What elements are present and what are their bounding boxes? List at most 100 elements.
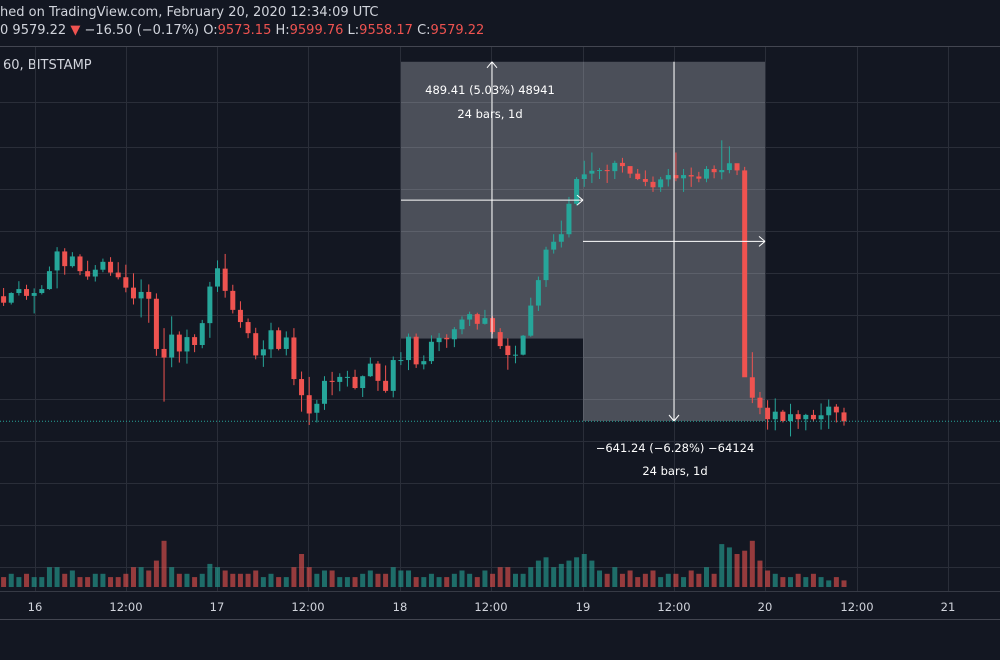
- candle-body: [169, 334, 175, 358]
- volume-bar: [337, 577, 343, 587]
- volume-bar: [772, 573, 778, 587]
- time-axis[interactable]: 16 12:00 17 12:00 18 12:00 19 12:00 20 12:00 21: [28, 600, 956, 614]
- volume-bar: [138, 567, 144, 587]
- volume-bar: [826, 580, 832, 587]
- candle-body: [1, 296, 7, 303]
- candle-body: [413, 336, 419, 365]
- volume-bar: [8, 573, 14, 587]
- measure-2-line2: 24 bars, 1d: [642, 464, 707, 478]
- candle-body: [276, 330, 282, 349]
- candle-body: [207, 286, 213, 324]
- volume-bar: [543, 557, 549, 587]
- volume-bar: [268, 573, 274, 587]
- close-value: 9579.22: [430, 23, 485, 38]
- volume-bar: [650, 570, 656, 587]
- volume-bar: [85, 577, 91, 587]
- candle-body: [398, 360, 404, 362]
- volume-bar: [810, 573, 816, 587]
- candle-body: [321, 380, 327, 404]
- measure-2-arrowhead: [673, 414, 680, 422]
- volume-bar: [681, 577, 687, 587]
- candle-body: [237, 309, 243, 323]
- volume-bar: [627, 570, 633, 587]
- volume-bar: [459, 570, 465, 587]
- candle-body: [352, 376, 358, 389]
- candle-body: [833, 406, 839, 413]
- volume-bar: [520, 573, 526, 587]
- volume-bar: [734, 554, 740, 587]
- volume-bar: [528, 567, 534, 587]
- volume-bar: [123, 573, 129, 587]
- volume-bar: [795, 573, 801, 587]
- candle-body: [130, 287, 136, 299]
- volume-bar: [482, 570, 488, 587]
- candle-body: [642, 179, 648, 182]
- volume-bar: [24, 573, 30, 587]
- candle-body: [490, 318, 496, 333]
- candle-body: [726, 163, 732, 171]
- candle-body: [505, 345, 511, 356]
- volume-bar: [215, 567, 221, 587]
- measure-2-arrowhead: [668, 414, 675, 422]
- candle-body: [69, 256, 75, 267]
- volume-bar: [780, 577, 786, 587]
- candle-body: [612, 162, 618, 172]
- candle-body: [31, 293, 37, 296]
- measure-1-line2: 24 bars, 1d: [457, 107, 522, 121]
- candle-body: [803, 414, 809, 420]
- volume-bar: [153, 560, 159, 587]
- candles: [1, 140, 847, 437]
- candle-body: [497, 332, 503, 347]
- time-tick-label: 12:00: [109, 600, 142, 614]
- volume-bar: [589, 560, 595, 587]
- candle-body: [344, 376, 350, 378]
- volume-bar: [31, 577, 37, 587]
- volume-bar: [719, 544, 725, 587]
- candle-body: [92, 269, 98, 277]
- candle-body: [406, 336, 412, 361]
- close-label: C:: [417, 23, 431, 38]
- candle-body: [650, 181, 656, 188]
- candle-body: [283, 337, 289, 349]
- candle-body: [543, 249, 549, 281]
- candle-body: [306, 395, 312, 414]
- candle-body: [604, 170, 610, 172]
- candle-body: [810, 414, 816, 420]
- volume-bar: [398, 570, 404, 587]
- candle-body: [222, 268, 228, 291]
- candle-body: [299, 379, 305, 396]
- candle-body: [673, 175, 679, 179]
- measure-2-line1: −641.24 (−6.28%) −64124: [596, 441, 755, 455]
- candle-body: [421, 361, 427, 365]
- candle-body: [551, 241, 557, 250]
- time-tick-label: 12:00: [840, 600, 873, 614]
- candle-body: [512, 354, 518, 356]
- candle-body: [115, 272, 121, 278]
- volume-bar: [299, 554, 305, 587]
- candle-body: [520, 335, 526, 355]
- volume-bar: [367, 570, 373, 587]
- candle-body: [467, 314, 473, 320]
- volume-bar: [108, 577, 114, 587]
- volume-bar: [551, 567, 557, 587]
- volume-bar: [765, 570, 771, 587]
- volume-bar: [451, 573, 457, 587]
- volume-bar: [841, 580, 847, 587]
- volume-bar: [199, 573, 205, 587]
- candle-body: [627, 166, 633, 174]
- volume-bar: [276, 577, 282, 587]
- candle-body: [619, 162, 625, 167]
- time-tick-label: 17: [210, 600, 225, 614]
- candle-body: [788, 414, 794, 421]
- volume-bar: [658, 577, 664, 587]
- volume-bar: [803, 577, 809, 587]
- candle-body: [161, 348, 167, 358]
- volume-bar: [428, 573, 434, 587]
- measure-2-arrowhead: [758, 241, 766, 247]
- candle-body: [711, 168, 717, 173]
- candle-body: [215, 268, 221, 287]
- candle-body: [780, 411, 786, 421]
- volume-bar: [222, 570, 228, 587]
